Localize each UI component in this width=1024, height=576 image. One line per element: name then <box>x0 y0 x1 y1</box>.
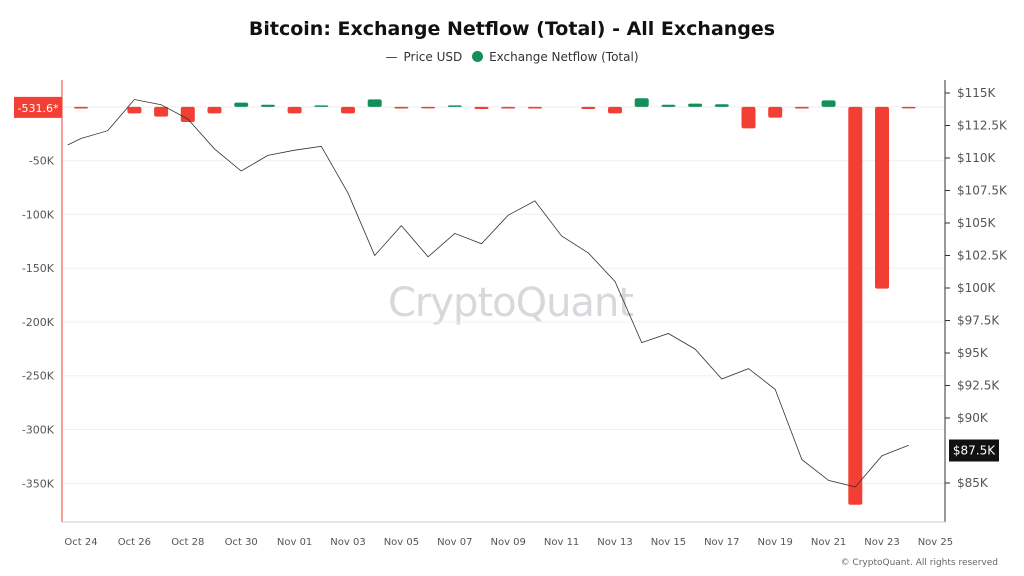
netflow-bar <box>127 106 142 114</box>
x-tick-label: Oct 26 <box>118 537 151 548</box>
copyright-footer: © CryptoQuant. All rights reserved <box>840 558 998 568</box>
netflow-bar <box>581 106 596 110</box>
netflow-bar <box>768 106 783 118</box>
netflow-bar <box>421 106 436 109</box>
netflow-bar <box>474 106 489 110</box>
right-tick-label: $95K <box>957 346 989 360</box>
right-tick-label: $102.5K <box>957 249 1008 263</box>
right-tick-label: $105K <box>957 216 997 230</box>
left-tick-label: -250K <box>22 370 55 383</box>
netflow-bar <box>74 106 88 109</box>
right-tick-label: $85K <box>957 476 989 490</box>
netflow-bar <box>714 104 729 107</box>
right-tick-label: $115K <box>957 86 997 100</box>
legend-netflow[interactable]: Exchange Netflow (Total) <box>489 50 639 64</box>
right-tick-label: $90K <box>957 411 989 425</box>
x-tick-label: Nov 17 <box>704 537 739 548</box>
x-tick-label: Nov 19 <box>757 537 792 548</box>
right-tick-label: $112.5K <box>957 119 1008 133</box>
left-tick-label: -150K <box>22 262 55 275</box>
legend: — Price USD Exchange Netflow (Total) <box>0 50 1024 64</box>
netflow-bar <box>287 106 302 114</box>
right-tick-label: $92.5K <box>957 379 1000 393</box>
netflow-bar <box>741 106 756 129</box>
x-tick-label: Nov 01 <box>277 537 312 548</box>
netflow-bar <box>634 98 649 107</box>
watermark: CryptoQuant <box>388 280 634 326</box>
right-tick-label: $97.5K <box>957 314 1000 328</box>
right-tick-label: $110K <box>957 151 997 165</box>
netflow-bar <box>367 99 382 107</box>
x-tick-label: Nov 07 <box>437 537 472 548</box>
legend-price-line-icon: — <box>385 50 398 64</box>
netflow-bar <box>341 106 355 114</box>
x-tick-label: Nov 13 <box>597 537 632 548</box>
x-tick-label: Nov 23 <box>864 537 899 548</box>
chart-title: Bitcoin: Exchange Netflow (Total) - All … <box>248 18 776 40</box>
x-tick-label: Oct 24 <box>64 537 97 548</box>
netflow-bar <box>234 102 249 107</box>
current-price-label: $87.5K <box>953 444 996 458</box>
netflow-bar <box>260 104 275 107</box>
left-tick-label: -100K <box>22 208 55 221</box>
netflow-bar <box>901 106 916 109</box>
netflow-bar <box>821 100 836 107</box>
x-tick-label: Nov 03 <box>330 537 365 548</box>
netflow-bar <box>447 105 462 107</box>
right-tick-label: $107.5K <box>957 184 1008 198</box>
netflow-bar <box>501 106 516 109</box>
legend-price[interactable]: Price USD <box>403 50 463 64</box>
x-tick-label: Nov 09 <box>490 537 525 548</box>
left-tick-label: -50K <box>29 155 55 168</box>
current-netflow-label: -531.6* <box>18 102 59 115</box>
x-tick-label: Oct 28 <box>171 537 204 548</box>
x-tick-label: Nov 21 <box>811 537 846 548</box>
x-tick-label: Nov 15 <box>651 537 686 548</box>
netflow-bar <box>661 104 676 107</box>
price-line <box>67 99 909 488</box>
netflow-bar <box>154 106 169 117</box>
legend-netflow-dot-icon <box>472 51 484 62</box>
left-tick-label: -300K <box>22 424 55 437</box>
netflow-bar <box>180 106 195 122</box>
x-tick-label: Nov 05 <box>384 537 419 548</box>
netflow-bar <box>394 106 409 109</box>
left-tick-label: -350K <box>22 477 55 490</box>
netflow-bar <box>794 106 809 109</box>
netflow-bar <box>527 106 542 109</box>
current-netflow-tag <box>14 96 62 118</box>
netflow-bar <box>875 106 889 289</box>
netflow-bar <box>608 106 622 114</box>
right-tick-label: $100K <box>957 281 997 295</box>
current-price-tag <box>949 439 999 462</box>
netflow-bar <box>314 105 329 107</box>
left-tick-label: -200K <box>22 316 55 329</box>
x-tick-label: Oct 30 <box>225 537 258 548</box>
netflow-bar <box>207 106 222 114</box>
netflow-bar <box>688 103 703 107</box>
x-tick-label: Nov 25 <box>918 537 953 548</box>
x-tick-label: Nov 11 <box>544 537 579 548</box>
netflow-bar <box>848 106 863 505</box>
